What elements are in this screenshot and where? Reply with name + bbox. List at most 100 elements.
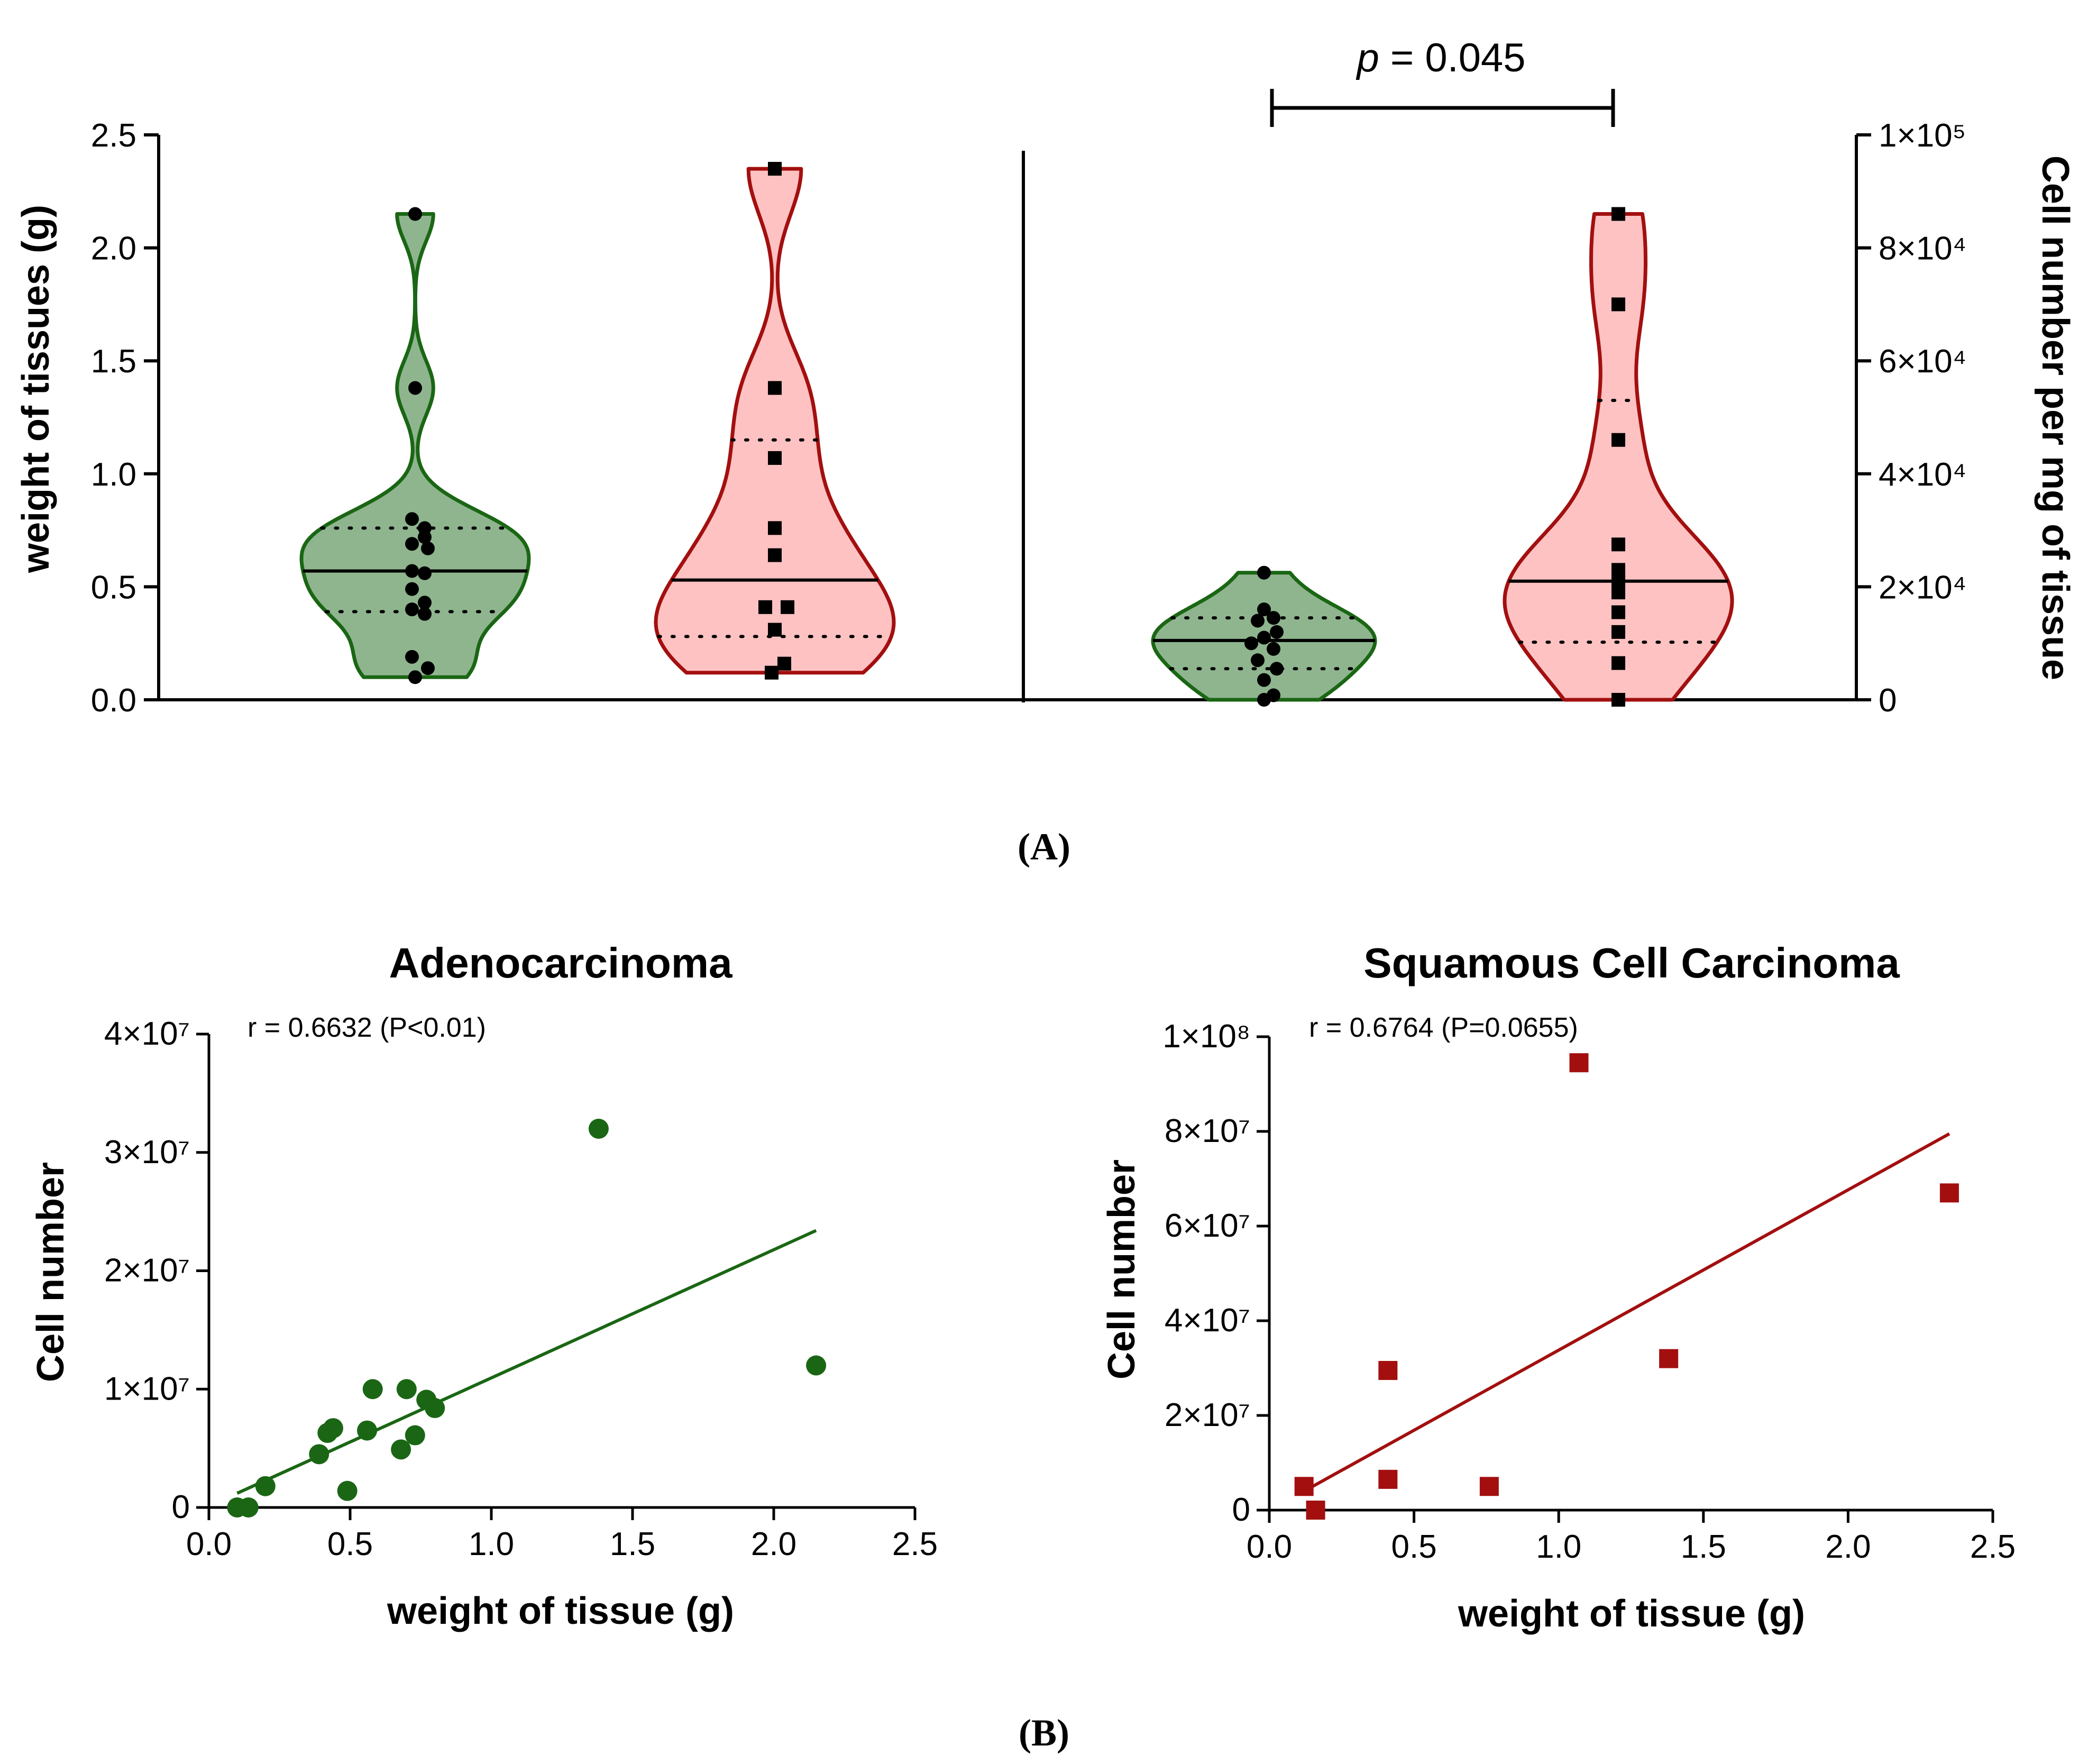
panel-b-left-x-tick-label: 0.5 (327, 1526, 373, 1562)
panel-a-right-adeno-data-point (1251, 653, 1265, 668)
panel-a-left-chart: weight of tissues (g) 0.0 0.5 1.0 1.5 2.0 2.5 (15, 117, 1023, 719)
panel-b-left-y-tick-label: 3×10⁷ (104, 1134, 190, 1171)
panel-b-right-data-point (1569, 1053, 1589, 1073)
panel-b-left-y-tick-label: 0 (172, 1489, 190, 1525)
panel-a-right-y-tick-label: 6×10⁴ (1879, 343, 1966, 380)
panel-b-right-xlabel: weight of tissue (g) (1458, 1593, 1805, 1635)
panel-b-left-x-tick-label: 2.0 (751, 1526, 796, 1562)
panel-a-left-squamous-data-point (765, 665, 779, 680)
panel-b-left-x-tick-label: 1.5 (610, 1526, 655, 1562)
panel-a-left-y-tick-label: 1.0 (91, 456, 136, 493)
panel-a-left-adeno-data-point (405, 650, 419, 664)
panel-b-right-ylabel: Cell number (1101, 1159, 1143, 1379)
panel-a-left-adeno-data-point (418, 521, 432, 535)
panel-b-left-y-tick-label: 4×10⁷ (104, 1016, 190, 1052)
panel-a-right-adeno-data-point (1267, 688, 1280, 702)
panel-a-left-adeno-data-point (405, 537, 419, 551)
panel-b-right-x-tick-label: 1.0 (1536, 1529, 1581, 1565)
panel-b-left-correlation: r = 0.6632 (P<0.01) (248, 1012, 486, 1043)
panel-a-right-adeno-data-point (1257, 565, 1271, 580)
panel-b-right-x-tick-label: 2.5 (1970, 1529, 2016, 1565)
panel-a-left-squamous-data-point (758, 600, 772, 614)
panel-b-right-data-point (1939, 1183, 1959, 1203)
panel-a-right-adeno-data-point (1267, 642, 1280, 656)
panel-a-left-y-tick-label: 0.5 (91, 569, 136, 606)
panel-b-right-correlation: r = 0.6764 (P=0.0655) (1309, 1012, 1578, 1043)
panel-a-right-squamous-data-point (1611, 563, 1625, 577)
panel-b-right-data-point (1378, 1360, 1398, 1380)
panel-a-right-adeno-data-point (1257, 630, 1271, 645)
panel-b-right-y-tick-label: 2×10⁷ (1165, 1397, 1250, 1433)
panel-b-left-x-tick-label: 2.5 (892, 1526, 938, 1562)
panel-b-right-data-point (1306, 1501, 1325, 1520)
panel-b-left-data-point (396, 1379, 417, 1400)
panel-a-right-squamous-data-point (1611, 605, 1625, 619)
panel-a-right-squamous-violin-body (1503, 212, 1734, 702)
panel-b-left-data-point (588, 1119, 609, 1139)
panel-a-left-squamous-data-point (768, 623, 782, 637)
panel-b-left-data-point (362, 1379, 383, 1400)
panel-a-left-adeno-data-point (408, 670, 422, 684)
panel-b-left-data-point (391, 1439, 411, 1460)
panel-a-left-adeno-data-point (408, 381, 422, 395)
panel-b-right-chart: Squamous Cell Carcinoma r = 0.6764 (P=0.… (1101, 939, 2016, 1635)
panel-b-left-ylabel: Cell number (30, 1162, 72, 1382)
panel-a-left-squamous-data-point (768, 381, 782, 395)
panel-b-right-x-tick-label: 0.5 (1391, 1529, 1436, 1565)
panel-b-right-x-tick-label: 1.5 (1681, 1529, 1726, 1565)
panel-a-left-squamous-data-point (768, 521, 782, 535)
panel-a-left-squamous-data-point (768, 548, 782, 562)
panel-b-right-y-tick-label: 0 (1232, 1492, 1250, 1528)
significance-bracket (1270, 89, 1615, 127)
panel-a-left-adeno-data-point (405, 602, 419, 617)
panel-b-left-xlabel: weight of tissue (g) (387, 1590, 734, 1632)
panel-a-left-adeno-data-point (418, 596, 432, 610)
panel-b-left-y-tick-label: 1×10⁷ (104, 1370, 190, 1407)
panel-a-left-adeno-data-point (405, 564, 419, 578)
panel-a-right-adeno-data-point (1257, 602, 1271, 617)
panel-b-right-data-point (1294, 1477, 1314, 1496)
panel-b-left-data-point (309, 1444, 329, 1465)
panel-a-left-ylabel: weight of tissues (g) (15, 205, 57, 573)
panel-a-left-y-tick-label: 2.5 (91, 117, 136, 154)
panel-b-right-data-point (1659, 1349, 1679, 1368)
panel-a-right-squamous-data-point (1611, 433, 1625, 447)
panel-b-left-title: Adenocarcinoma (389, 939, 732, 986)
panel-a-right-squamous-data-point (1611, 656, 1625, 670)
panel-a-right-adeno-data-point (1270, 625, 1284, 639)
panel-a-right-adeno-data-point (1270, 662, 1284, 676)
panel-a-right-squamous-data-point (1611, 297, 1625, 312)
panel-a-left-adeno-data-point (405, 582, 419, 596)
panel-b-left-fit-line (236, 1229, 817, 1495)
panel-a-left-squamous-data-point (768, 162, 782, 176)
panel-b-left-data-point (337, 1480, 358, 1501)
panel-a-left-squamous-violin-body (654, 167, 896, 675)
panel-a-left-adeno-data-point (418, 566, 432, 580)
panel-a-right-ylabel: Cell number per mg of tissue (2034, 156, 2076, 680)
panel-b-right-x-tick-label: 2.0 (1825, 1529, 1871, 1565)
panel-b-right-data-point (1479, 1477, 1499, 1496)
panel-a-left-y-tick-label: 0.0 (91, 682, 136, 719)
panel-a-right-y-tick-label: 8×10⁴ (1879, 231, 1966, 267)
panel-b-left-data-point (323, 1418, 343, 1439)
panel-a-right-squamous-data-point (1611, 207, 1625, 221)
panel-a-right-y-tick-label: 2×10⁴ (1879, 569, 1966, 606)
panel-b-right-title: Squamous Cell Carcinoma (1363, 939, 1900, 986)
panel-a-left-squamous-data-point (777, 656, 791, 671)
panel-a-left-y-tick-label: 2.0 (91, 231, 136, 267)
panel-a-left-squamous-data-point (781, 600, 794, 614)
p-value-label: p = 0.045 (1356, 35, 1525, 80)
panel-a-left-y-tick-label: 1.5 (91, 343, 136, 380)
panel-a-left-adeno-data-point (408, 207, 422, 221)
panel-a-right-squamous-data-point (1611, 625, 1625, 639)
panel-b-left-data-point (238, 1497, 259, 1518)
panel-b-left-data-point (405, 1425, 425, 1446)
panel-b-left-data-point (357, 1420, 378, 1441)
panel-a-left-adeno-data-point (421, 541, 435, 555)
panel-b-right-y-tick-label: 1×10⁸ (1162, 1018, 1250, 1055)
panel-a-right-y-tick-label: 1×10⁵ (1879, 117, 1966, 154)
panel-a-right-squamous-data-point (1611, 693, 1625, 707)
panel-b-right-data-point (1378, 1469, 1398, 1489)
panel-a-right-adeno-data-point (1244, 636, 1258, 651)
